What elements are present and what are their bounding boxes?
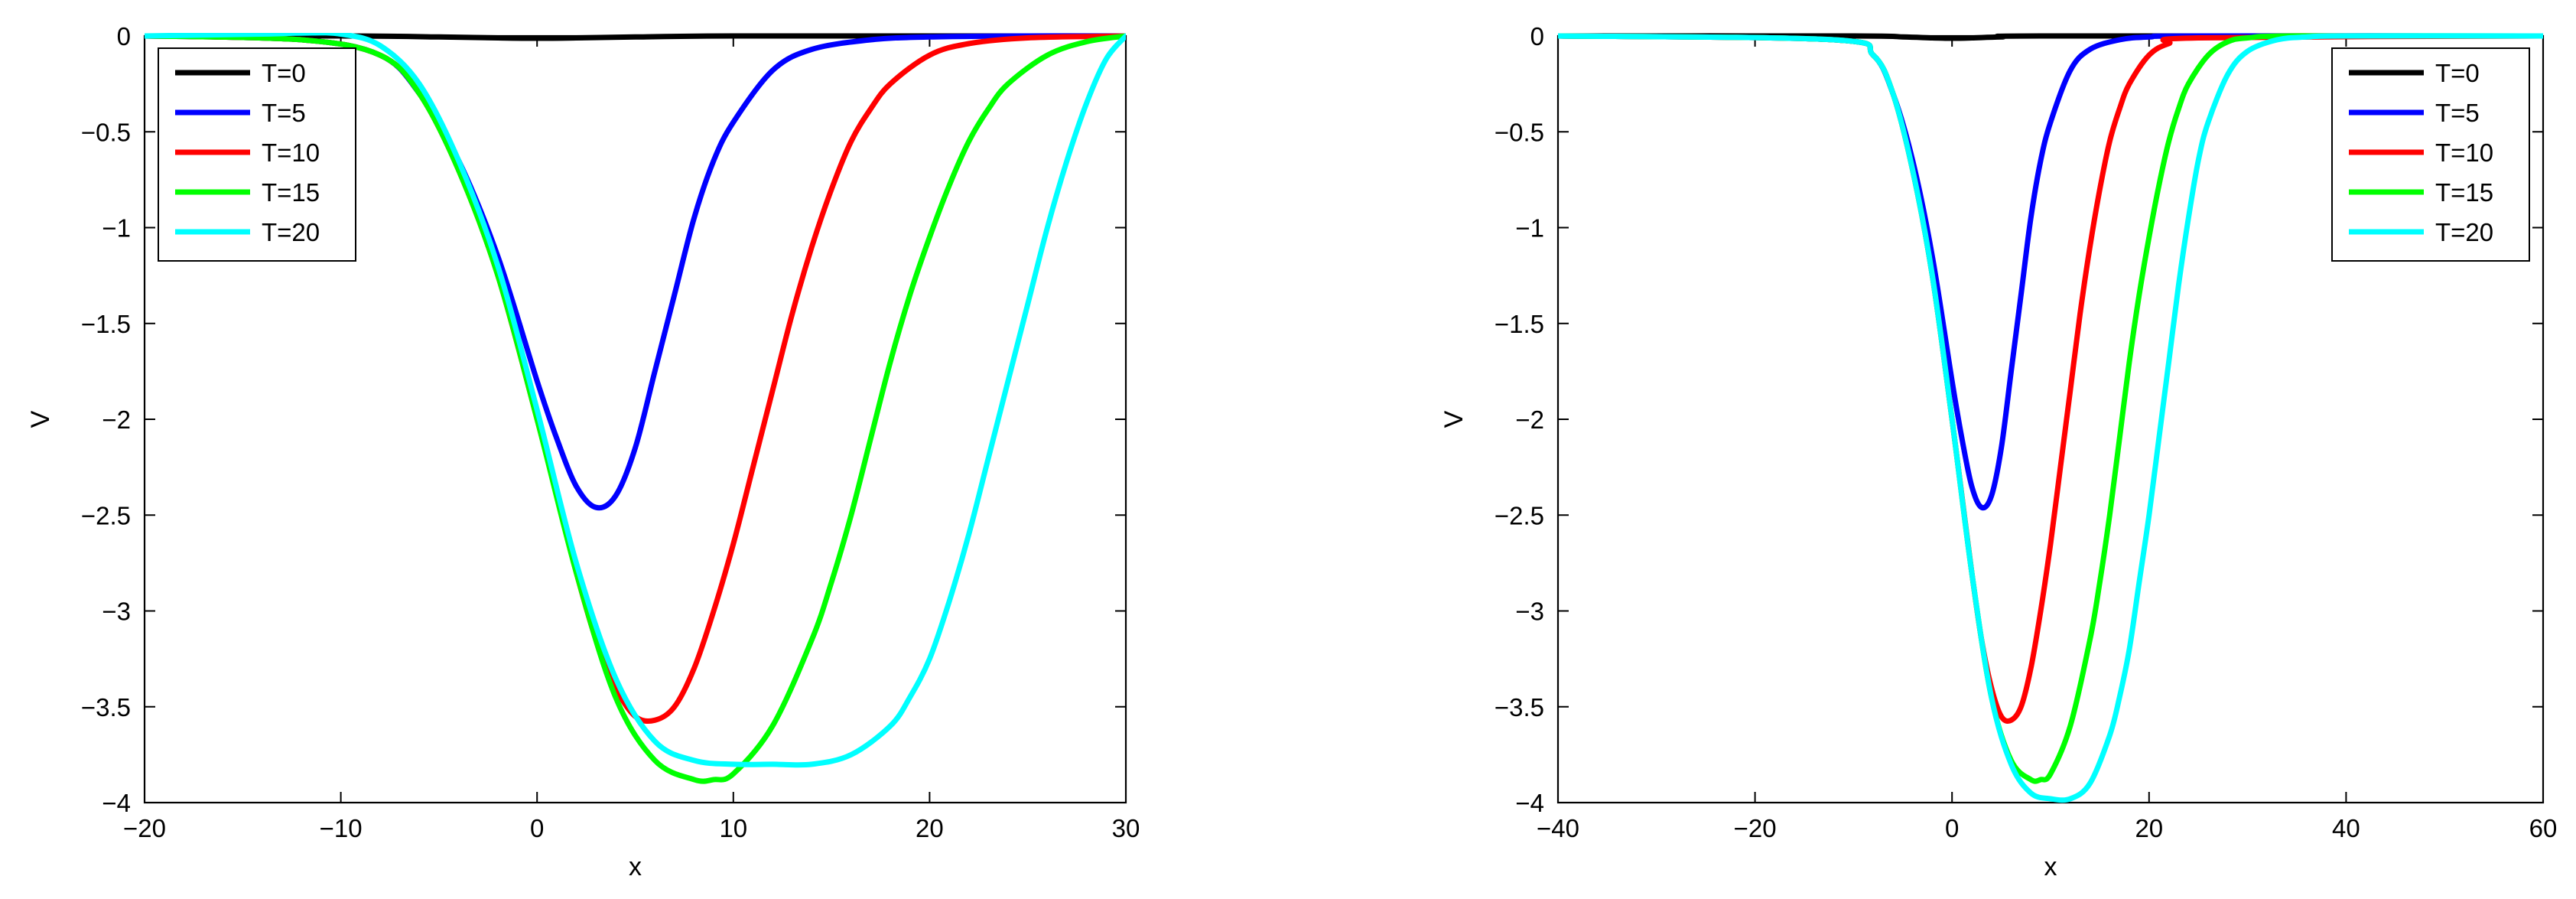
y-tick-label: −3 <box>102 598 131 626</box>
y-tick-label: 0 <box>117 22 131 50</box>
x-axis-label: x <box>2044 852 2057 881</box>
series-line-t-20 <box>145 33 1126 768</box>
legend-label: T=0 <box>2435 59 2480 87</box>
y-tick-label: −2.5 <box>1495 501 1544 529</box>
legend-label: T=20 <box>2435 218 2493 246</box>
y-axis-label: V <box>26 410 55 428</box>
y-tick-label: −2 <box>1515 406 1544 434</box>
x-tick-label: 30 <box>1112 814 1140 842</box>
x-tick-label: −40 <box>1537 814 1579 842</box>
series-group <box>145 33 1126 784</box>
y-tick-label: −4 <box>102 789 131 817</box>
legend-label: T=5 <box>262 99 306 127</box>
y-tick-label: 0 <box>1530 22 1544 50</box>
y-tick-label: −2.5 <box>81 501 131 529</box>
y-tick-label: −4 <box>1515 789 1544 817</box>
x-tick-label: 0 <box>1945 814 1959 842</box>
x-axis-label: x <box>629 852 642 881</box>
y-tick-label: −0.5 <box>1495 118 1544 146</box>
legend-label: T=5 <box>2435 99 2480 127</box>
x-tick-label: 20 <box>2135 814 2163 842</box>
y-tick-label: −1.5 <box>1495 310 1544 338</box>
y-tick-label: −3.5 <box>81 693 131 721</box>
series-line-t-15 <box>145 33 1126 784</box>
chart-panel-2: −40 −20 0 20 40 60 0 −0.5 −1 −1.5 −2 −2.5 −3 −3.5 −4 x V… <box>1439 22 2557 881</box>
x-tick-label: −20 <box>123 814 166 842</box>
y-tick-label: −1 <box>102 214 131 243</box>
legend-label: T=0 <box>262 59 306 87</box>
x-tick-label: 40 <box>2332 814 2360 842</box>
x-tick-label: 60 <box>2529 814 2558 842</box>
x-tick-label: 0 <box>530 814 544 842</box>
legend: T=0 T=5 T=10 T=15 T=20 <box>158 47 356 262</box>
y-tick-label: −3.5 <box>1495 693 1544 721</box>
legend-label: T=20 <box>262 218 320 246</box>
series-group <box>1558 33 2543 803</box>
x-tick-label: −20 <box>1734 814 1777 842</box>
y-tick-label: −3 <box>1515 598 1544 626</box>
y-axis-label: V <box>1439 410 1469 428</box>
y-tick-label: −1 <box>1515 214 1544 243</box>
legend: T=0 T=5 T=10 T=15 T=20 <box>2331 47 2530 262</box>
x-tick-label: 20 <box>916 814 944 842</box>
legend-label: T=15 <box>2435 178 2493 207</box>
legend-label: T=15 <box>262 178 320 207</box>
y-tick-label: −0.5 <box>81 118 131 146</box>
y-tick-label: −1.5 <box>81 310 131 338</box>
legend-label: T=10 <box>2435 138 2493 167</box>
legend-label: T=10 <box>262 138 320 167</box>
x-tick-label: −10 <box>320 814 363 842</box>
series-line-t-20 <box>1558 33 2543 803</box>
x-tick-label: 10 <box>719 814 747 842</box>
chart-panel-1: −20 −10 0 10 20 30 0 −0.5 −1 −1.5 −2 −2.5 −3 −3.5 −4 x V… <box>26 22 1140 881</box>
y-tick-label: −2 <box>102 406 131 434</box>
